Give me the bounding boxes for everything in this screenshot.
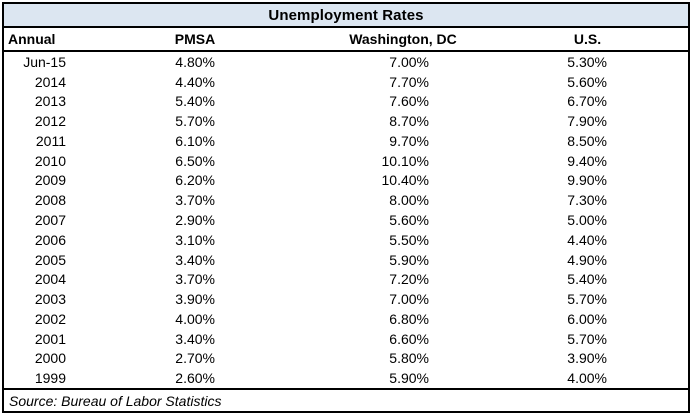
table-row: 2011 6.10% 9.70% 8.50% bbox=[4, 131, 688, 151]
cell-period: 2006 bbox=[34, 231, 66, 248]
table-body: Jun-15 4.80% 7.00% 5.30% 2014 4.40% 7.70% 5.60%… bbox=[4, 52, 688, 388]
cell-pmsa: 5.40% bbox=[175, 93, 215, 110]
table-row: 2006 3.10% 5.50% 4.40% bbox=[4, 230, 688, 250]
cell-period: 2005 bbox=[34, 251, 66, 268]
table-row: 2002 4.00% 6.80% 6.00% bbox=[4, 309, 688, 329]
cell-washington-dc: 9.70% bbox=[389, 132, 429, 149]
table-row: 2010 6.50% 10.10% 9.40% bbox=[4, 151, 688, 171]
table-title: Unemployment Rates bbox=[268, 6, 424, 24]
cell-pmsa: 4.80% bbox=[175, 53, 215, 70]
cell-washington-dc: 8.00% bbox=[389, 192, 429, 209]
table-row: 2007 2.90% 5.60% 5.00% bbox=[4, 210, 688, 230]
cell-pmsa: 3.40% bbox=[175, 330, 215, 347]
cell-pmsa: 6.20% bbox=[175, 172, 215, 189]
cell-period: 2002 bbox=[34, 310, 66, 327]
cell-washington-dc: 5.90% bbox=[389, 251, 429, 268]
table-row: 2013 5.40% 7.60% 6.70% bbox=[4, 92, 688, 112]
cell-us: 4.40% bbox=[567, 231, 607, 248]
cell-washington-dc: 7.00% bbox=[389, 291, 429, 308]
cell-pmsa: 4.40% bbox=[175, 73, 215, 90]
cell-us: 7.90% bbox=[567, 113, 607, 130]
cell-washington-dc: 7.20% bbox=[389, 271, 429, 288]
source-row: Source: Bureau of Labor Statistics bbox=[4, 388, 688, 411]
table-row: 2014 4.40% 7.70% 5.60% bbox=[4, 72, 688, 92]
cell-washington-dc: 10.40% bbox=[381, 172, 429, 189]
cell-washington-dc: 5.60% bbox=[389, 212, 429, 228]
cell-pmsa: 3.10% bbox=[175, 231, 215, 248]
table-row: 2001 3.40% 6.60% 5.70% bbox=[4, 329, 688, 349]
cell-washington-dc: 7.60% bbox=[389, 93, 429, 110]
cell-us: 3.90% bbox=[567, 350, 607, 367]
cell-period: 2009 bbox=[34, 172, 66, 189]
cell-us: 5.00% bbox=[567, 212, 607, 228]
cell-pmsa: 3.70% bbox=[175, 271, 215, 288]
cell-us: 4.00% bbox=[567, 370, 607, 387]
cell-pmsa: 5.70% bbox=[175, 113, 215, 130]
cell-period: 2013 bbox=[34, 93, 66, 110]
cell-washington-dc: 7.00% bbox=[389, 53, 429, 70]
table-row: 2008 3.70% 8.00% 7.30% bbox=[4, 190, 688, 210]
cell-washington-dc: 5.90% bbox=[389, 370, 429, 387]
cell-pmsa: 3.40% bbox=[175, 251, 215, 268]
table-row: Jun-15 4.80% 7.00% 5.30% bbox=[4, 52, 688, 72]
column-header-annual: Annual bbox=[8, 31, 56, 47]
cell-washington-dc: 6.80% bbox=[389, 310, 429, 327]
column-header-pmsa: PMSA bbox=[174, 31, 216, 47]
cell-washington-dc: 8.70% bbox=[389, 113, 429, 130]
table-row: 2003 3.90% 7.00% 5.70% bbox=[4, 289, 688, 309]
cell-us: 6.70% bbox=[567, 93, 607, 110]
cell-us: 4.90% bbox=[567, 251, 607, 268]
cell-us: 9.90% bbox=[567, 172, 607, 189]
cell-pmsa: 6.10% bbox=[175, 132, 215, 149]
cell-period: 2004 bbox=[34, 271, 66, 288]
cell-period: Jun-15 bbox=[23, 53, 66, 70]
cell-pmsa: 2.90% bbox=[175, 212, 215, 228]
cell-period: 2007 bbox=[34, 212, 66, 228]
cell-washington-dc: 6.60% bbox=[389, 330, 429, 347]
cell-washington-dc: 5.50% bbox=[389, 231, 429, 248]
cell-washington-dc: 7.70% bbox=[389, 73, 429, 90]
table-row: 2005 3.40% 5.90% 4.90% bbox=[4, 250, 688, 270]
table-row: 2009 6.20% 10.40% 9.90% bbox=[4, 171, 688, 191]
table-row: 2004 3.70% 7.20% 5.40% bbox=[4, 269, 688, 289]
cell-pmsa: 6.50% bbox=[175, 152, 215, 169]
cell-washington-dc: 10.10% bbox=[381, 152, 429, 169]
cell-us: 6.00% bbox=[567, 310, 607, 327]
cell-period: 2012 bbox=[34, 113, 66, 130]
cell-period: 2008 bbox=[34, 192, 66, 209]
table-row: 1999 2.60% 5.90% 4.00% bbox=[4, 368, 688, 388]
cell-period: 2001 bbox=[34, 330, 66, 347]
cell-period: 2003 bbox=[34, 291, 66, 308]
table-row: 2000 2.70% 5.80% 3.90% bbox=[4, 348, 688, 368]
cell-period: 2000 bbox=[34, 350, 66, 367]
cell-us: 5.30% bbox=[567, 53, 607, 70]
cell-pmsa: 3.70% bbox=[175, 192, 215, 209]
source-note: Source: Bureau of Labor Statistics bbox=[9, 392, 222, 409]
cell-pmsa: 2.70% bbox=[175, 350, 215, 367]
cell-pmsa: 4.00% bbox=[175, 310, 215, 327]
table-title-row: Unemployment Rates bbox=[4, 4, 688, 28]
cell-us: 5.60% bbox=[567, 73, 607, 90]
cell-period: 2011 bbox=[35, 132, 66, 149]
cell-period: 1999 bbox=[34, 370, 66, 387]
cell-pmsa: 2.60% bbox=[175, 370, 215, 387]
cell-us: 5.70% bbox=[567, 291, 607, 308]
column-header-washington-dc: Washington, DC bbox=[349, 31, 457, 47]
table-row: 2012 5.70% 8.70% 7.90% bbox=[4, 111, 688, 131]
table-header-row: Annual PMSA Washington, DC U.S. bbox=[4, 28, 688, 52]
cell-us: 5.40% bbox=[567, 271, 607, 288]
cell-us: 8.50% bbox=[567, 132, 607, 149]
cell-pmsa: 3.90% bbox=[175, 291, 215, 308]
cell-us: 5.70% bbox=[567, 330, 607, 347]
cell-period: 2010 bbox=[34, 152, 66, 169]
column-header-us: U.S. bbox=[573, 31, 602, 47]
cell-period: 2014 bbox=[34, 73, 66, 90]
cell-us: 7.30% bbox=[567, 192, 607, 209]
cell-washington-dc: 5.80% bbox=[389, 350, 429, 367]
cell-us: 9.40% bbox=[567, 152, 607, 169]
